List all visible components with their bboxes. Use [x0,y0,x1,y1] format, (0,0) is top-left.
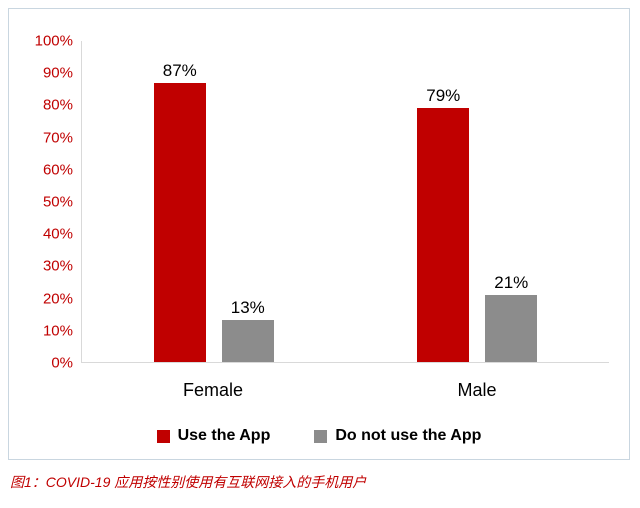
bar-column: 13% [221,41,274,362]
legend-swatch-icon [156,429,170,443]
bar-column: 87% [153,41,206,362]
y-tick-label: 0% [51,354,73,372]
legend-item: Use the App [156,427,271,445]
bar-value-label: 13% [230,298,265,318]
legend: Use the App Do not use the App [9,427,629,445]
figure-caption: 图1：COVID-19 应用按性别使用有互联网接入的手机用户 [10,474,367,490]
legend-label: Do not use the App [335,427,482,444]
bar [485,294,538,362]
y-tick-label: 50% [42,193,73,211]
bar-group-female: 87% 13% [82,41,346,362]
y-tick-label: 70% [42,129,73,147]
bar [417,108,470,362]
legend-swatch-icon [314,429,328,443]
x-category-label: Male [457,380,497,400]
y-tick-label: 20% [42,290,73,308]
y-tick-label: 10% [42,322,73,340]
x-category-label: Female [182,380,244,400]
bar-column: 79% [417,41,470,362]
y-tick-label: 30% [42,257,73,275]
x-axis: Female Male [81,380,609,401]
y-tick-label: 80% [42,96,73,114]
bar-value-label: 79% [426,86,461,106]
y-axis: 0% 10% 20% 30% 40% 50% 60% 70% 80% 90% 100% [17,34,73,371]
bar-group-male: 79% 21% [346,41,610,362]
y-tick-label: 60% [42,161,73,179]
bar-value-label: 21% [494,272,529,292]
plot-wrap: 0% 10% 20% 30% 40% 50% 60% 70% 80% 90% 100% 87% 13%… [35,34,609,371]
y-tick-label: 40% [42,225,73,243]
plot-area: 87% 13% 79% 21% [81,41,609,363]
bar [221,320,274,362]
bar-value-label: 87% [162,60,197,80]
chart-frame: 0% 10% 20% 30% 40% 50% 60% 70% 80% 90% 100% 87% 13%… [8,8,630,460]
bar [153,82,206,362]
legend-item: Do not use the App [314,427,481,445]
y-tick-label: 90% [42,64,73,82]
legend-label: Use the App [177,427,271,444]
y-tick-label: 100% [34,32,73,50]
bar-column: 21% [485,41,538,362]
